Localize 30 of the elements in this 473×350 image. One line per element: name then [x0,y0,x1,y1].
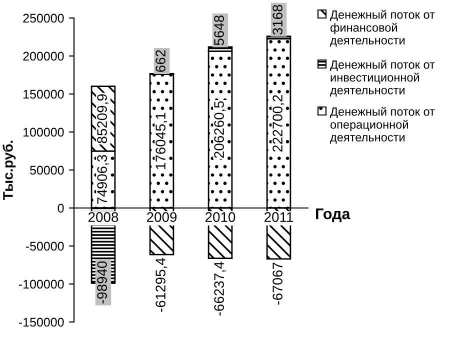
x-tick-label: 2010 [206,212,236,222]
y-tick-label: 150000 [24,90,64,99]
y-tick-label: -100000 [18,280,64,289]
y-tick-label: 200000 [23,52,64,61]
x-axis-title: Года [316,208,350,222]
x-tick-label: 2009 [147,212,177,222]
data-label: -61295,4 [156,258,168,312]
y-tick-label: -150000 [18,318,64,327]
data-label: -98940 [97,261,107,304]
data-label: 176045,1 [156,112,168,170]
data-label: -66237,4 [214,262,226,316]
data-label: 222700,2 [272,95,284,152]
y-tick-label: 0 [58,204,64,213]
legend-label: Денежный поток от операционной деятельности [330,106,435,144]
y-tick-label: 100000 [24,128,64,137]
data-label: 662 [156,50,166,72]
y-tick-label: -50000 [26,242,64,251]
y-tick-label: 250000 [23,14,64,23]
data-label: 206260,5 [214,101,226,158]
data-label: 3168 [272,4,282,35]
data-label: 85209,9 [97,94,109,144]
y-tick-label: 50000 [30,166,64,175]
data-label: -67067 [272,262,282,305]
x-tick-label: 2008 [88,212,118,222]
legend-label: Денежный поток от финансовой деятельности [330,10,435,47]
legend-label: Денежный поток от инвестиционной деятельности [330,60,435,97]
data-label: 5648 [214,16,224,46]
data-label: 74906,3 [97,155,109,204]
x-tick-label: 2011 [264,212,294,222]
y-axis-title: Тыс.руб. [2,140,16,200]
